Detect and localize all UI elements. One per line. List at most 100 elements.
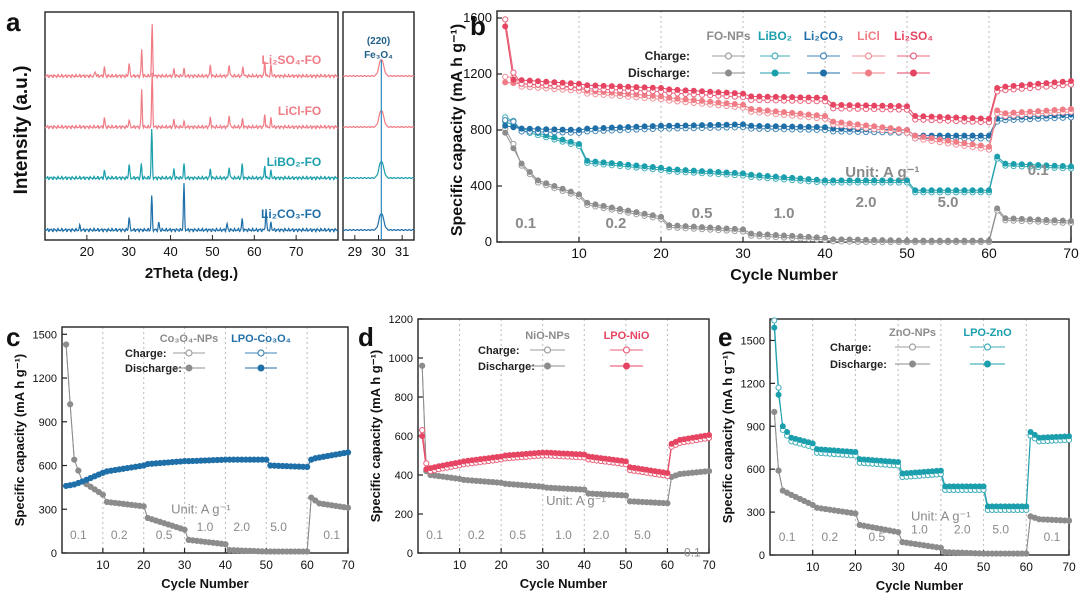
- discharge-point: [518, 77, 525, 84]
- discharge-point: [740, 170, 747, 177]
- discharge-point: [622, 492, 629, 499]
- discharge-point: [707, 168, 714, 175]
- panel-label: c: [6, 322, 20, 352]
- discharge-point: [846, 177, 853, 184]
- discharge-point: [419, 432, 426, 439]
- discharge-point: [1018, 161, 1025, 168]
- discharge-point: [600, 82, 607, 89]
- x-tick-label: 50: [899, 245, 915, 261]
- discharge-point: [772, 108, 779, 115]
- discharge-point: [928, 187, 935, 194]
- discharge-point: [871, 123, 878, 130]
- panel-c: c 10 20 30 40 50 60 70 0 300 600 900 1200 1500 Cycle N…: [6, 322, 355, 591]
- discharge-point: [600, 202, 607, 209]
- discharge-point: [502, 122, 509, 129]
- discharge-point: [731, 121, 738, 128]
- x-tick-label: 40: [163, 244, 177, 259]
- legend-discharge-marker: [771, 69, 779, 77]
- discharge-point: [830, 101, 837, 108]
- discharge-point: [1051, 79, 1058, 86]
- legend-discharge-marker: [544, 362, 551, 370]
- discharge-point: [1059, 78, 1066, 85]
- discharge-point: [1043, 162, 1050, 169]
- legend-series-name: LiBO₂: [758, 29, 792, 43]
- discharge-point: [690, 97, 697, 104]
- discharge-point: [852, 449, 859, 456]
- rate-label: 1.0: [197, 520, 214, 534]
- discharge-point: [953, 138, 960, 145]
- discharge-point: [625, 207, 632, 214]
- y-tick-label: 0: [407, 548, 413, 560]
- y-axis-label: Specific capacity (mA h g⁻¹): [720, 351, 735, 524]
- discharge-point: [1051, 162, 1058, 169]
- y-tick-label: 900: [747, 421, 765, 433]
- discharge-point: [904, 237, 911, 244]
- discharge-point: [559, 136, 566, 143]
- discharge-point: [813, 124, 820, 131]
- y-tick-label: 800: [395, 392, 413, 404]
- discharge-point: [682, 223, 689, 230]
- discharge-point: [809, 440, 816, 447]
- legend-charge-marker: [908, 343, 917, 351]
- legend-charge-marker: [185, 349, 193, 357]
- discharge-point: [699, 97, 706, 104]
- y-axis-label: Specific capacity (mA h g⁻¹): [368, 350, 383, 523]
- series-FO-NPs: [502, 125, 1075, 246]
- legend-discharge-label: Discharge:: [628, 66, 690, 80]
- legend-discharge-marker: [623, 362, 630, 370]
- discharge-point: [715, 121, 722, 128]
- discharge-point: [625, 124, 632, 131]
- discharge-point: [715, 224, 722, 231]
- discharge-point: [71, 456, 78, 463]
- discharge-point: [756, 231, 763, 238]
- discharge-point: [830, 118, 837, 125]
- discharge-point: [658, 122, 665, 129]
- discharge-point: [559, 126, 566, 133]
- discharge-point: [1035, 108, 1042, 115]
- discharge-point: [852, 510, 859, 517]
- unit-label: Unit: A g⁻¹: [911, 509, 971, 524]
- discharge-point: [748, 93, 755, 100]
- discharge-point: [690, 87, 697, 94]
- y-tick-label: 600: [39, 461, 57, 473]
- legend: Charge: Discharge: ZnO-NPs LPO-ZnO: [830, 327, 1012, 371]
- discharge-point: [789, 109, 796, 116]
- discharge-point: [977, 115, 984, 122]
- y-tick-label: 400: [470, 178, 492, 193]
- discharge-point: [1010, 82, 1017, 89]
- discharge-point: [625, 161, 632, 168]
- y-axis-label: Intensity (a.u.): [11, 66, 32, 195]
- discharge-point: [592, 201, 599, 208]
- discharge-point: [1002, 160, 1009, 167]
- charge-line: [504, 19, 1072, 123]
- y-tick-label: 1200: [463, 66, 492, 81]
- x-tick-label: 31: [395, 244, 409, 259]
- discharge-point: [584, 157, 591, 164]
- discharge-point: [666, 166, 673, 173]
- discharge-point: [567, 188, 574, 195]
- discharge-point: [723, 225, 730, 232]
- charge-point: [510, 118, 517, 125]
- x-axis-label: Cycle Number: [730, 267, 838, 284]
- discharge-point: [608, 160, 615, 167]
- rate-label: 5.0: [938, 194, 959, 211]
- discharge-point: [969, 141, 976, 148]
- discharge-point: [63, 341, 70, 348]
- discharge-point: [920, 113, 927, 120]
- legend-charge-label: Charge:: [478, 345, 520, 357]
- discharge-point: [781, 109, 788, 116]
- discharge-point: [502, 23, 509, 30]
- discharge-point: [920, 237, 927, 244]
- plot-frame: [417, 318, 710, 554]
- legend-discharge-label: Discharge:: [830, 359, 887, 371]
- x-tick-label: 20: [849, 560, 863, 574]
- x-tick-label: 10: [453, 558, 467, 572]
- x-tick-label: 60: [1020, 560, 1034, 574]
- discharge-point: [592, 158, 599, 165]
- discharge-point: [608, 124, 615, 131]
- discharge-point: [1066, 433, 1073, 440]
- legend-series-name: NiO-NPs: [525, 330, 570, 342]
- charge-point: [510, 69, 517, 76]
- discharge-point: [936, 113, 943, 120]
- discharge-point: [748, 122, 755, 129]
